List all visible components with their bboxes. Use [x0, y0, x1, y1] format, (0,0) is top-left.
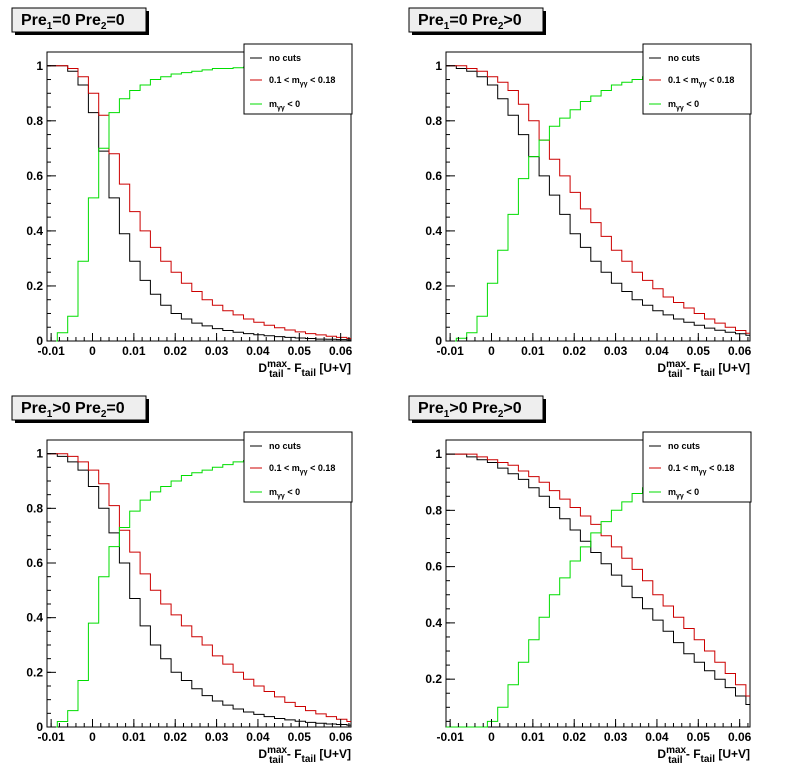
y-tick-label: 0.4 [425, 224, 442, 238]
legend-label-mass-window: 0.1 < mγγ < 0.18 [269, 463, 335, 476]
x-tick-label: 0.05 [687, 344, 711, 358]
chart-panel-4: -0.01 0 0.01 0.02 0.03 0.04 0.05 0.06 0.2 0.4 0.6 0… [408, 395, 752, 766]
legend-label-negative-mass: mγγ < 0 [269, 487, 300, 500]
y-tick-label: 1 [36, 447, 43, 461]
series-no-cuts-line [47, 453, 351, 726]
panel-title: Pre1=0 Pre2=0 [21, 12, 125, 32]
legend-box [243, 43, 353, 115]
x-tick-label: 0.02 [563, 344, 587, 358]
x-tick-label: 0.05 [687, 730, 711, 744]
y-tick-label: 0.6 [425, 169, 442, 183]
x-tick-label: 0.03 [604, 344, 628, 358]
y-tick-label: 0 [36, 720, 43, 734]
x-tick-label: 0.04 [246, 344, 270, 358]
y-tick-label: 0.6 [26, 169, 43, 183]
title-box [11, 395, 147, 421]
x-tick-label: -0.01 [37, 344, 65, 358]
x-tick-label: 0.05 [288, 344, 312, 358]
x-tick-label: 0.03 [604, 730, 628, 744]
panel-title: Pre1>0 Pre2=0 [21, 400, 125, 420]
y-tick-label: 0.4 [26, 224, 43, 238]
legend-box [642, 43, 752, 115]
legend-box [642, 431, 752, 503]
y-tick-label: 0 [36, 334, 43, 348]
x-tick-label: 0.03 [205, 730, 229, 744]
chart-panel-3: -0.01 0 0.01 0.02 0.03 0.04 0.05 0.0600.20.40.6… [11, 395, 353, 766]
y-tick-label: 0 [435, 334, 442, 348]
y-tick-label: 1 [435, 447, 442, 461]
title-box [11, 7, 147, 33]
x-tick-label: 0.03 [205, 344, 229, 358]
y-tick-label: 0.4 [26, 611, 43, 625]
y-tick-label: 1 [36, 59, 43, 73]
series-mass-window-line [47, 65, 351, 339]
x-tick-label: -0.01 [436, 730, 464, 744]
legend-label-no-cuts: no cuts [668, 53, 700, 63]
legend-label-mass-window: 0.1 < mγγ < 0.18 [668, 75, 734, 88]
series-mass-window-line [446, 453, 750, 697]
y-tick-label: 0.8 [26, 501, 43, 515]
x-tick-label: 0.02 [563, 730, 587, 744]
x-axis-label: Dmax tail - Ftail [U+V] [657, 359, 750, 380]
legend-label-no-cuts: no cuts [269, 441, 301, 451]
panel-title: Pre1>0 Pre2>0 [418, 400, 522, 420]
x-tick-label: 0.05 [288, 730, 312, 744]
y-tick-label: 0.6 [425, 560, 442, 574]
x-tick-label: 0 [488, 344, 495, 358]
x-tick-label: 0 [488, 730, 495, 744]
x-tick-label: 0.06 [728, 344, 752, 358]
chart-panel-1: -0.01 0 0.01 0.02 0.03 0.04 0.05 0.0600.20.40.6… [11, 7, 353, 380]
x-tick-label: 0 [89, 730, 96, 744]
x-tick-label: 0.01 [122, 730, 146, 744]
legend-label-negative-mass: mγγ < 0 [668, 99, 699, 112]
x-tick-label: 0.04 [645, 730, 669, 744]
y-tick-label: 0.4 [425, 616, 442, 630]
x-tick-label: 0.01 [521, 344, 545, 358]
legend-label-negative-mass: mγγ < 0 [269, 99, 300, 112]
x-tick-label: 0 [89, 344, 96, 358]
x-tick-label: 0.04 [246, 730, 270, 744]
y-tick-label: 0.8 [425, 503, 442, 517]
series-mass-window-line [47, 453, 351, 722]
legend-label-mass-window: 0.1 < mγγ < 0.18 [668, 463, 734, 476]
x-tick-label: 0.02 [164, 730, 188, 744]
panel-title: Pre1=0 Pre2>0 [418, 12, 522, 32]
x-axis-label: Dmax tail - Ftail [U+V] [258, 359, 351, 380]
y-tick-label: 0.2 [425, 279, 442, 293]
x-tick-label: 0.06 [728, 730, 752, 744]
title-box [408, 395, 544, 421]
title-box [408, 7, 544, 33]
x-tick-label: 0.06 [329, 344, 353, 358]
x-tick-label: 0.02 [164, 344, 188, 358]
y-tick-label: 0.8 [425, 114, 442, 128]
y-tick-label: 0.8 [26, 114, 43, 128]
y-tick-label: 1 [435, 59, 442, 73]
chart-panel-2: -0.01 0 0.01 0.02 0.03 0.04 0.05 0.0600.20.40.6… [408, 7, 752, 380]
y-tick-label: 0.6 [26, 556, 43, 570]
series-no-cuts-line [446, 453, 750, 705]
x-tick-label: 0.01 [521, 730, 545, 744]
y-tick-label: 0.2 [425, 672, 442, 686]
legend-label-negative-mass: mγγ < 0 [668, 487, 699, 500]
legend-label-no-cuts: no cuts [668, 441, 700, 451]
series-no-cuts-line [47, 65, 351, 341]
x-axis-label: Dmax tail - Ftail [U+V] [657, 745, 750, 766]
x-tick-label: 0.04 [645, 344, 669, 358]
legend-box [243, 431, 353, 503]
x-tick-label: -0.01 [436, 344, 464, 358]
x-tick-label: -0.01 [37, 730, 65, 744]
x-tick-label: 0.06 [329, 730, 353, 744]
y-tick-label: 0.2 [26, 665, 43, 679]
x-axis-label: Dmax tail - Ftail [U+V] [258, 745, 351, 766]
series-mass-window-line [446, 65, 750, 334]
series-no-cuts-line [446, 65, 750, 336]
legend-label-mass-window: 0.1 < mγγ < 0.18 [269, 75, 335, 88]
x-tick-label: 0.01 [122, 344, 146, 358]
y-tick-label: 0.2 [26, 279, 43, 293]
legend-label-no-cuts: no cuts [269, 53, 301, 63]
